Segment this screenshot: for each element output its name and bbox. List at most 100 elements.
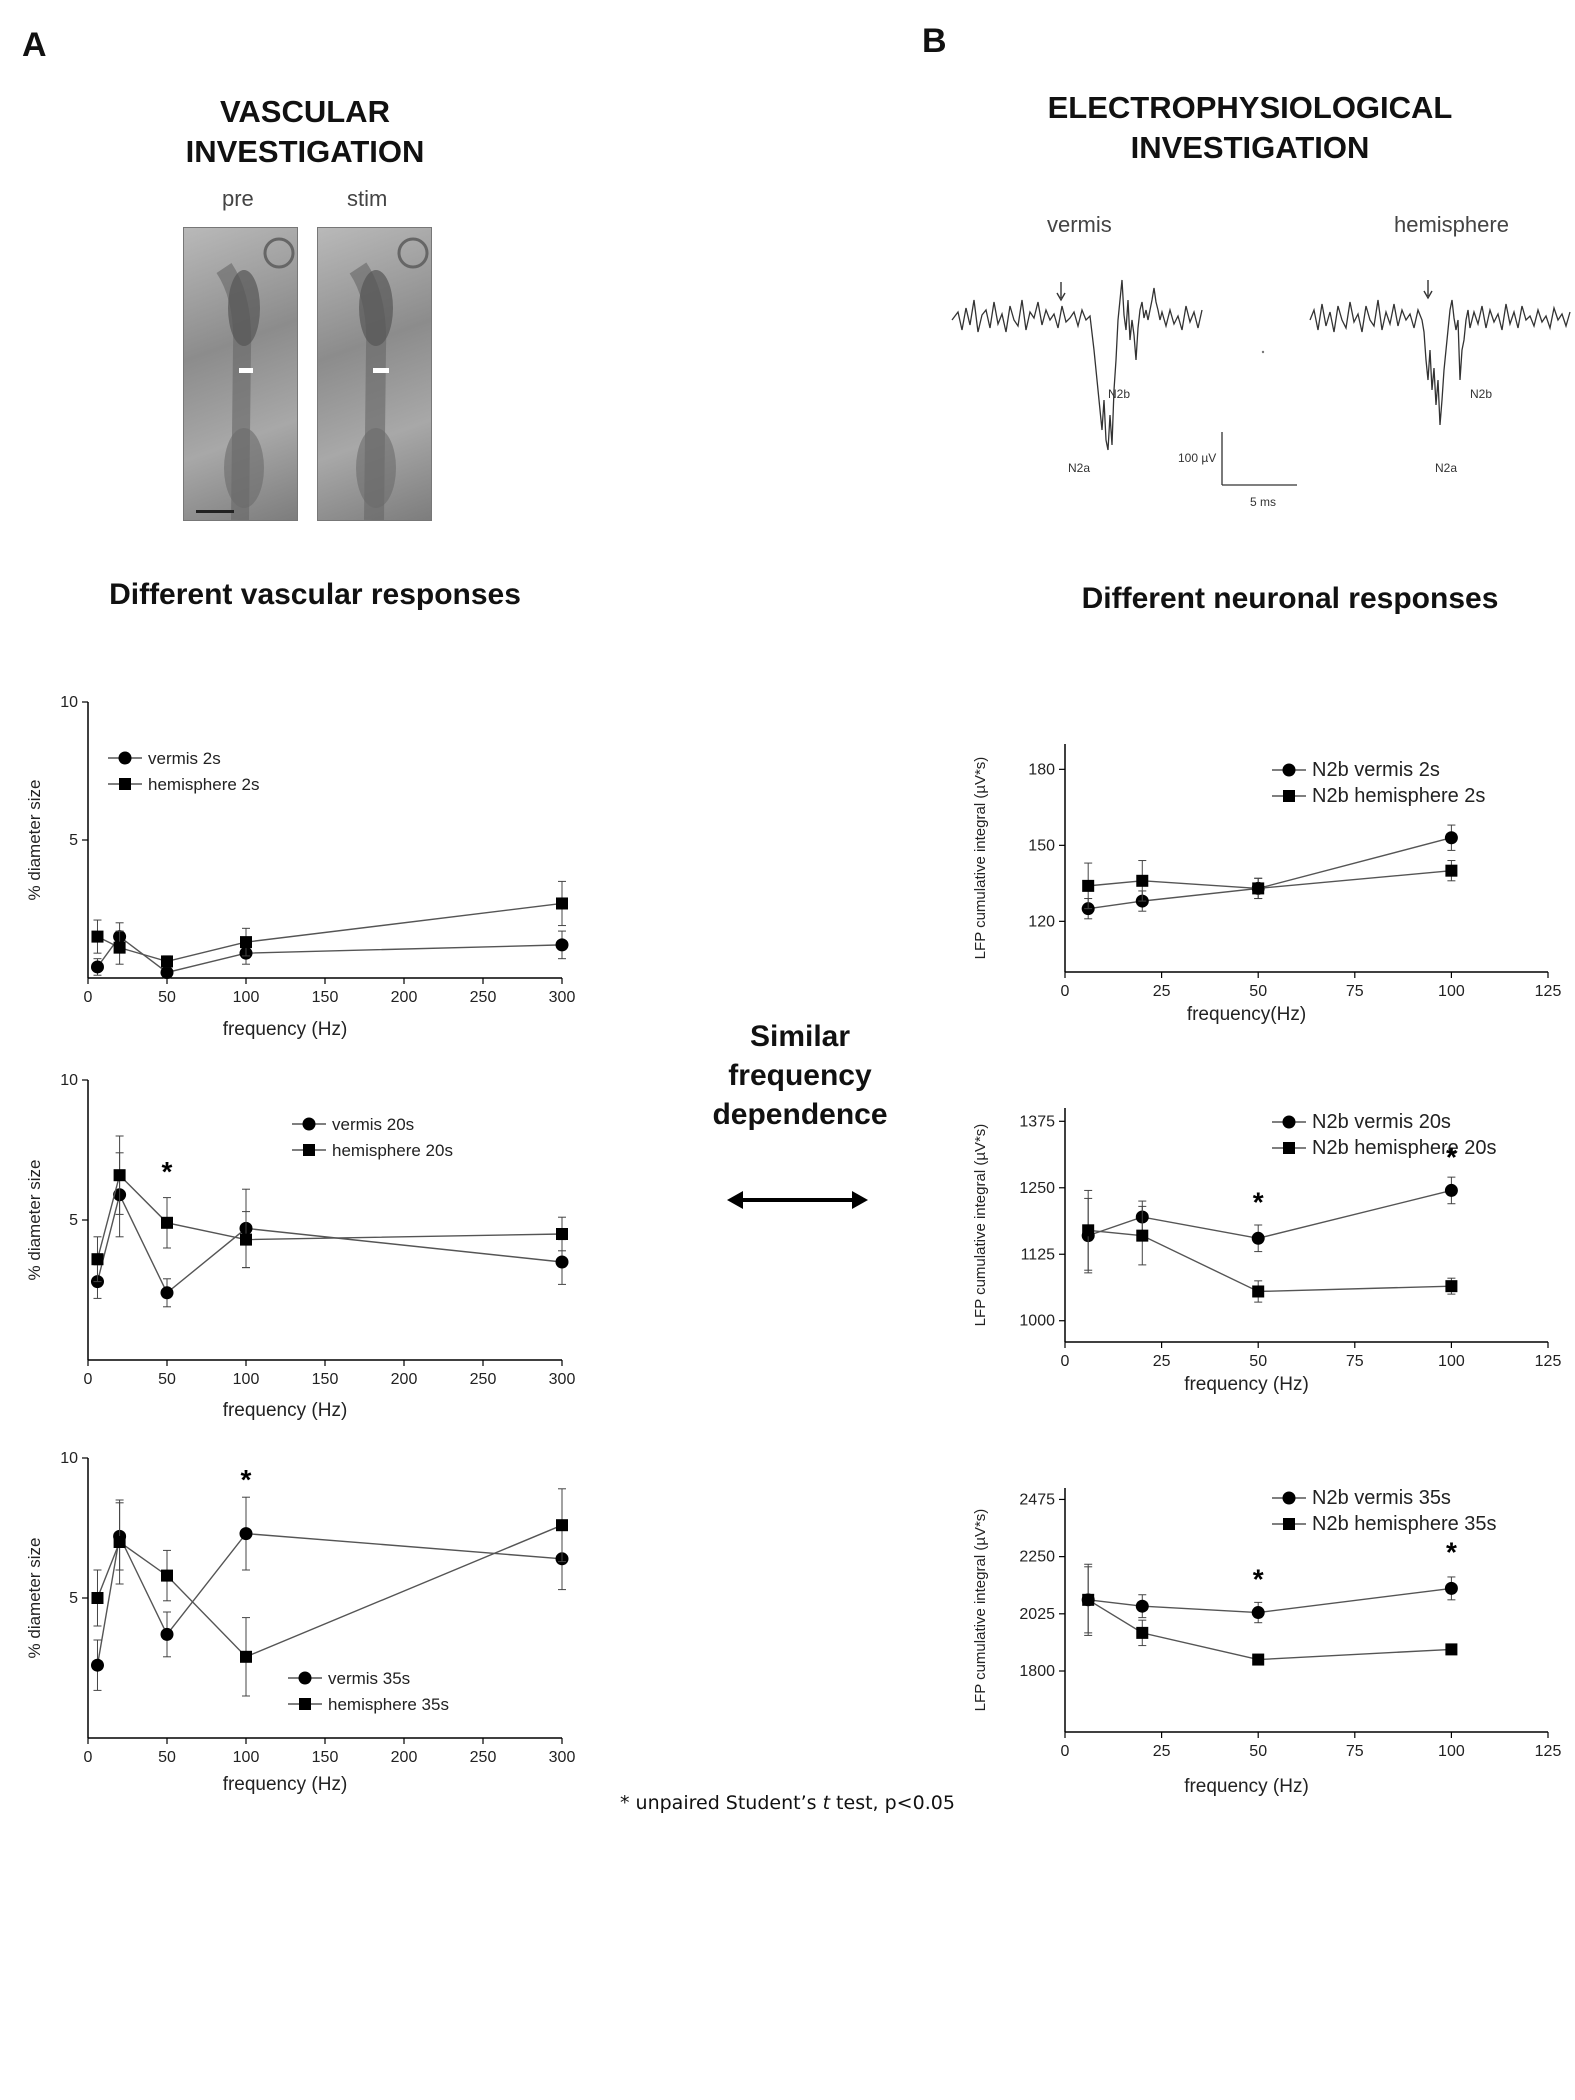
trace-hemisphere-stim-arrowhead [1423,290,1433,300]
data-point-square [556,1228,568,1240]
x-tick-label: 125 [1535,1353,1562,1370]
chart-neuronal-20s: 0 25 50 75 100 125 1000 1125 1250 1375 frequency (… [972,1108,1562,1395]
data-point-square [240,1233,252,1246]
panel-a-title-line2: INVESTIGATION [185,134,425,169]
data-point-square [113,941,126,954]
footnote-t: t [822,1792,831,1814]
x-tick-label: 75 [1346,983,1364,1000]
significance-asterisk: * [1253,1563,1264,1594]
data-point-circle [160,1286,174,1300]
data-point-circle [160,1627,174,1641]
x-axis-label: frequency(Hz) [1187,1004,1306,1025]
panel-b-title-line1: ELECTROPHYSIOLOGICAL [1047,90,1453,125]
legend-label: hemisphere 20s [332,1141,453,1160]
panel-a-letter: A [22,26,47,64]
image-stim-label: stim [347,186,388,211]
x-tick-label: 75 [1346,1353,1364,1370]
legend-marker-square [1283,1518,1295,1530]
data-point-circle [1251,1606,1265,1620]
vascular-section-title: Different vascular responses [109,578,521,611]
data-point-square [113,1536,126,1548]
data-point-circle [90,960,104,974]
y-tick-label: 1250 [1019,1180,1055,1197]
legend-marker-circle [1282,1115,1296,1129]
data-point-square [161,1569,173,1582]
legend-label: hemisphere 2s [148,775,260,794]
x-tick-label: 0 [84,989,93,1006]
y-tick-label: 2475 [1019,1491,1055,1508]
series-line-N2b-hemisphere-2s [1088,869,1452,890]
y-tick-label: 5 [69,1212,78,1229]
image-pre-label: pre [222,186,254,211]
y-axis-label: % diameter size [25,780,44,901]
legend-marker-circle [1282,763,1296,777]
data-point-square [1082,879,1095,892]
center-line2: frequency [728,1059,872,1092]
double-arrow [727,1191,868,1209]
data-point-circle [90,1658,104,1672]
data-point-square [113,1169,126,1182]
data-point-circle [1135,1599,1149,1613]
y-tick-label: 1000 [1019,1313,1055,1330]
data-point-square [91,1592,104,1604]
data-point-square [161,1216,173,1229]
x-tick-label: 250 [470,1749,497,1766]
data-point-circle [1444,831,1458,845]
center-line3: dependence [712,1098,888,1131]
data-point-circle [160,965,174,979]
y-axis-label: LFP cumulative integral (µV*s) [972,1509,989,1712]
x-tick-label: 250 [470,1371,497,1388]
panel-b-title: ELECTROPHYSIOLOGICAL INVESTIGATION [1000,88,1500,168]
chart-vascular-20s: 0 50 100 150 200 250 300 5 10 frequency (Hz) % dia… [25,1072,575,1421]
panel-a-title-line1: VASCULAR [220,94,390,129]
lfp-traces: N2b N2a 100 µV 5 ms N2b N2a [951,279,1571,509]
data-point-square [1445,1280,1458,1293]
y-tick-label: 1375 [1019,1113,1055,1130]
similar-frequency-dependence: Similar frequency dependence [670,1017,930,1134]
vessel-image-pre-drawing [196,237,295,520]
legend-marker-circle [1282,1491,1296,1505]
legend-label: vermis 35s [328,1669,410,1688]
x-tick-label: 25 [1153,1353,1171,1370]
legend-label: N2b hemisphere 2s [1312,785,1485,807]
data-point-square [1252,1653,1265,1666]
x-tick-label: 125 [1535,1743,1562,1760]
x-tick-label: 100 [233,1371,260,1388]
data-point-circle [1444,1183,1458,1197]
trace-hemisphere-n2b: N2b [1470,387,1492,401]
data-point-circle [239,1527,253,1541]
data-point-square [1252,882,1265,895]
x-tick-label: 50 [1249,1743,1267,1760]
series-line-N2b-vermis-35s [1088,1587,1452,1614]
trace-hemisphere [1309,299,1571,426]
x-tick-label: 250 [470,989,497,1006]
x-tick-label: 150 [312,1749,339,1766]
y-tick-label: 150 [1028,837,1055,854]
data-point-square [1136,874,1149,887]
y-tick-label: 5 [69,832,78,849]
x-tick-label: 100 [1438,983,1465,1000]
y-tick-label: 1800 [1019,1663,1055,1680]
x-tick-label: 75 [1346,1743,1364,1760]
x-tick-label: 300 [549,989,576,1006]
panel-b-letter: B [922,22,947,60]
series-line-N2b-hemisphere-20s [1088,1229,1452,1293]
trace-hemisphere-label: hemisphere [1394,212,1509,237]
x-tick-label: 200 [391,989,418,1006]
trace-vermis-label: vermis [1047,212,1112,237]
legend-marker-circle [302,1117,316,1131]
y-tick-label: 120 [1028,913,1055,930]
y-axis-label: LFP cumulative integral (µV*s) [972,1124,989,1327]
trace-vermis [951,279,1203,451]
neuronal-section-title: Different neuronal responses [1081,582,1499,615]
x-tick-label: 125 [1535,983,1562,1000]
legend-label: N2b hemisphere 35s [1312,1513,1497,1535]
y-tick-label: 1125 [1021,1246,1056,1263]
x-tick-label: 0 [1061,983,1070,1000]
x-axis-label: frequency (Hz) [223,1019,348,1040]
chart-neuronal-35s: 0 25 50 75 100 125 1800 2025 2250 2475 frequency (… [972,1487,1562,1797]
significance-asterisk: * [162,1156,173,1187]
y-tick-label: 2025 [1019,1606,1055,1623]
y-tick-label: 10 [60,1450,78,1467]
legend-label: N2b vermis 35s [1312,1487,1451,1509]
